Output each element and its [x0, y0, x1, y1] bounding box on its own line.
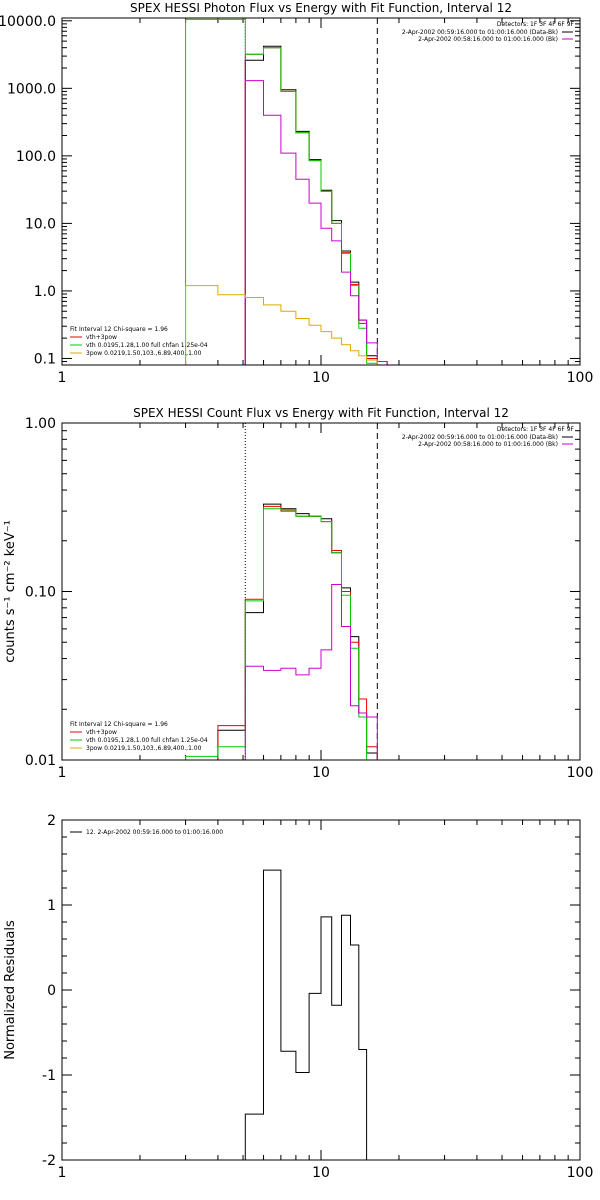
legend-left-label: 12. 2-Apr-2002 00:59:16.000 to 01:00:16.…	[86, 829, 223, 836]
legend-left-label: 3pow 0.0219,1.50,103.,6.89,400.,1.00	[86, 350, 202, 357]
x-axis: 1 10 100	[58, 423, 594, 781]
series-3-line	[185, 508, 368, 760]
legend-left-label: vth+3pow	[86, 729, 117, 736]
x-tick-label: 10	[312, 765, 330, 781]
y-axis-label: Normalized Residuals	[3, 920, 18, 1060]
legend-left-label: Fit Interval 12 Chi-square = 1.96	[70, 326, 168, 333]
y-axis-label: counts s⁻¹ cm⁻² keV⁻¹	[3, 520, 18, 663]
series-group	[185, 503, 378, 760]
y-axis: 2 1 0 -1 -2	[42, 813, 580, 1169]
y-tick-label: 0.01	[25, 753, 56, 769]
y-tick-label: 1.0	[34, 284, 56, 300]
y-tick-label: 100.0	[16, 149, 56, 165]
detectors-label: Detectors: 1F 3F 4F 6F 9F	[497, 21, 575, 28]
x-tick-label: 100	[567, 370, 594, 386]
series-2-line	[244, 47, 388, 365]
legend-right-label: 2-Apr-2002 00:58:16.000 to 01:00:16.000 …	[418, 441, 558, 448]
chart-title: SPEX HESSI Count Flux vs Energy with Fit…	[133, 406, 509, 420]
detectors-label: Detectors: 1F 3F 4F 6F 9F	[497, 426, 575, 433]
panel-1: SPEX HESSI Photon Flux vs Energy with Fi…	[0, 1, 593, 386]
plot-frame	[61, 17, 581, 366]
y-tick-label: 2	[47, 813, 56, 829]
series-group	[244, 869, 368, 1160]
panel-2: SPEX HESSI Count Flux vs Energy with Fit…	[3, 406, 593, 781]
y-tick-label: -1	[42, 1068, 56, 1084]
y-tick-label: 1.00	[25, 416, 56, 432]
x-tick-label: 100	[567, 765, 594, 781]
x-tick-label: 100	[567, 1165, 594, 1181]
x-tick-label: 10	[312, 1165, 330, 1181]
series-4-line	[244, 584, 378, 760]
legend-left-label: vth 0.0195,1.28,1.00 full chfan 1.25e-04	[86, 342, 208, 349]
series-1-line	[244, 869, 368, 1160]
x-tick-label: 1	[58, 1165, 67, 1181]
series-4-line	[244, 80, 388, 365]
legend-left-label: vth 0.0195,1.28,1.00 full chfan 1.25e-04	[86, 737, 208, 744]
x-tick-label: 10	[312, 370, 330, 386]
y-tick-label: -2	[42, 1153, 56, 1169]
y-axis: 1.00 0.10 0.01	[25, 416, 580, 769]
series-3-line	[185, 18, 378, 365]
x-axis: 1 10 100	[58, 820, 594, 1181]
y-axis: 10000.0 1000.0 100.0 10.0 1.0 0.1	[0, 14, 580, 367]
legend-right-label: 2-Apr-2002 00:58:16.000 to 01:00:16.000 …	[418, 36, 558, 43]
y-tick-label: 0.1	[34, 351, 56, 367]
legend-left-label: 3pow 0.0219,1.50,103.,6.89,400.,1.00	[86, 745, 202, 752]
y-tick-label: 0	[47, 983, 56, 999]
legend-left-label: vth+3pow	[86, 334, 117, 341]
series-2-line	[217, 505, 378, 760]
y-tick-label: 1	[47, 898, 56, 914]
series-5-line	[185, 285, 378, 365]
legend-left-label: Fit Interval 12 Chi-square = 1.96	[70, 721, 168, 728]
series-1-line	[244, 45, 388, 365]
legend-right-label: 2-Apr-2002 00:59:16.000 to 01:00:16.000 …	[402, 434, 558, 441]
series-group	[185, 18, 388, 365]
plot-frame	[61, 819, 581, 1161]
y-tick-label: 10000.0	[0, 14, 56, 30]
y-tick-label: 1000.0	[7, 81, 56, 97]
y-tick-label: 0.10	[25, 585, 56, 601]
chart-title: SPEX HESSI Photon Flux vs Energy with Fi…	[130, 1, 512, 15]
x-tick-label: 1	[58, 765, 67, 781]
x-tick-label: 1	[58, 370, 67, 386]
legend-right-label: 2-Apr-2002 00:59:16.000 to 01:00:16.000 …	[402, 29, 558, 36]
series-1-line	[217, 503, 378, 760]
y-tick-label: 10.0	[25, 216, 56, 232]
plot-frame	[61, 422, 581, 761]
